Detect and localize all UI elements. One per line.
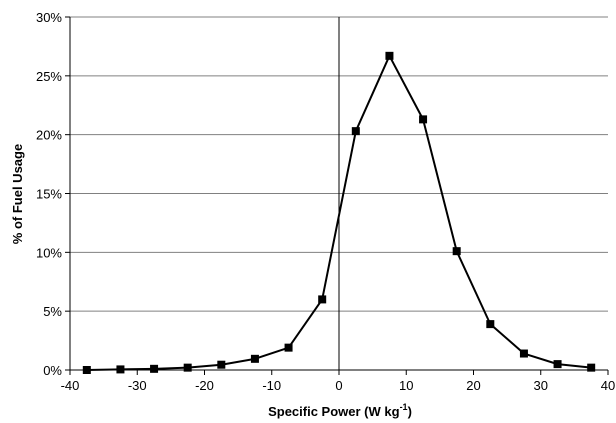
x-tick-label: 0 [335, 378, 342, 393]
y-tick-label: 0% [43, 363, 62, 378]
x-axis-title-main: Specific Power (W kg [268, 404, 400, 419]
data-point-marker [419, 115, 428, 124]
data-point-marker [183, 363, 192, 372]
x-tick-label: 20 [466, 378, 480, 393]
x-axis-title-superscript: -1 [400, 402, 408, 412]
data-point-marker [318, 295, 327, 304]
y-tick-labels: 0% 5% 10% 15% 20% 25% 30% [36, 10, 62, 378]
x-tick-labels: -40 -30 -20 -10 0 10 20 30 40 [61, 378, 616, 393]
data-point-marker [519, 349, 528, 358]
data-point-marker [351, 127, 360, 136]
x-tick-label: -20 [195, 378, 214, 393]
y-tick-label: 15% [36, 187, 62, 202]
data-point-marker [385, 51, 394, 60]
data-point-marker [116, 365, 125, 374]
x-tick-label: -40 [61, 378, 80, 393]
y-tick-label: 5% [43, 304, 62, 319]
y-tick-label: 10% [36, 245, 62, 260]
x-axis-title: Specific Power (W kg-1) [268, 402, 412, 419]
y-tick-label: 25% [36, 69, 62, 84]
x-tick-label: 40 [601, 378, 615, 393]
data-point-marker [217, 360, 226, 369]
data-point-marker [587, 363, 596, 372]
data-point-marker [553, 360, 562, 369]
data-point-marker [486, 320, 495, 329]
x-tick-label: 30 [534, 378, 548, 393]
data-point-marker [452, 247, 461, 256]
series-line [86, 54, 592, 371]
x-tick-label: -30 [128, 378, 147, 393]
axes [65, 16, 609, 375]
data-series [82, 51, 596, 374]
y-tick-label: 30% [36, 10, 62, 25]
y-axis-title: % of Fuel Usage [10, 144, 25, 244]
data-point-marker [82, 366, 91, 374]
x-axis-title-end: ) [408, 404, 412, 419]
y-tick-label: 20% [36, 128, 62, 143]
x-tick-label: 10 [399, 378, 413, 393]
data-point-marker [250, 354, 259, 363]
data-point-marker [284, 343, 293, 352]
data-point-marker [150, 364, 159, 373]
x-tick-label: -10 [262, 378, 281, 393]
